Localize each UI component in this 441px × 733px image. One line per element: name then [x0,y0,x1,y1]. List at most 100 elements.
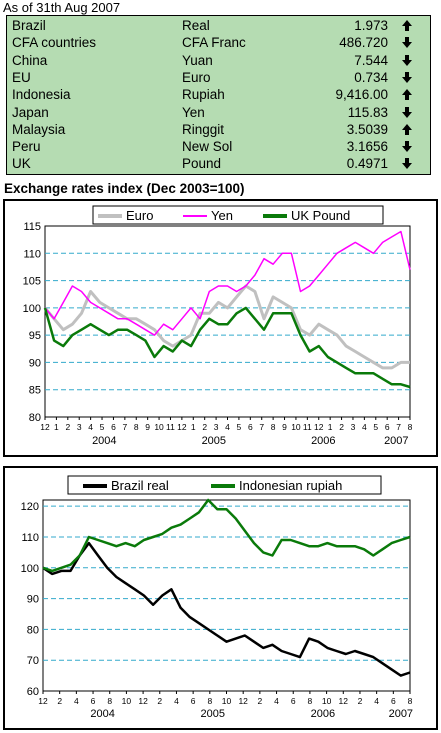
legend-label: Indonesian rupiah [239,478,342,493]
x-tick-label: 7 [259,422,264,432]
x-tick-label: 10 [322,696,332,706]
x-tick-label: 2 [339,422,344,432]
x-tick-label: 3 [77,422,82,432]
x-tick-label: 2 [157,696,162,706]
rate-value: 3.1656 [346,139,388,155]
country-name: Peru [12,139,41,155]
x-tick-label: 2 [65,422,70,432]
x-tick-label: 4 [274,696,279,706]
x-tick-label: 8 [308,696,313,706]
x-tick-label: 12 [238,696,248,706]
x-tick-label: 6 [391,696,396,706]
x-tick-label: 2 [57,696,62,706]
series-line-yen [44,230,411,336]
year-label: 2006 [311,708,335,720]
x-tick-label: 9 [145,422,150,432]
x-tick-label: 4 [225,422,230,432]
y-tick-label: 110 [21,532,39,544]
x-tick-label: 8 [134,422,139,432]
legend-label: Euro [126,208,153,223]
x-tick-label: 1 [328,422,333,432]
x-tick-label: 1 [191,422,196,432]
y-tick-label: 70 [27,655,39,667]
year-label: 2007 [389,708,413,720]
emerging-currency-chart: 60 70 80 90 100 110 120 12 2 4 6 8 10 12 2 4 6 8 10 12 2 4 6 8 1… [3,466,438,730]
legend-label: Brazil real [111,478,169,493]
year-label: 2004 [92,435,116,447]
y-tick-label: 120 [21,501,39,513]
year-label: 2006 [311,435,335,447]
exchange-index-chart: 80 85 90 95 100 105 110 115 12 1 2 3 4 5 6 7 8 9 10 11 12 1 2 3… [3,199,438,457]
currency-name: Real [182,18,210,33]
x-tick-label: 4 [174,696,179,706]
arrow-up-icon [400,86,414,103]
arrow-down-icon [400,104,414,121]
x-tick-label: 3 [214,422,219,432]
y-tick-label: 60 [27,686,39,698]
x-tick-label: 10 [154,422,164,432]
rate-row: UK Pound 0.4971 [7,155,430,172]
y-tick-label: 80 [27,624,39,636]
arrow-down-icon [400,69,414,86]
x-tick-label: 4 [374,696,379,706]
x-tick-label: 4 [74,696,79,706]
rate-row: Indonesia Rupiah 9,416.00 [7,86,430,103]
x-tick-label: 8 [107,696,112,706]
y-tick-label: 110 [23,248,41,260]
series-line-euro [43,284,410,370]
rate-value: 0.4971 [346,156,388,172]
x-tick-label: 10 [222,696,232,706]
country-name: China [12,52,48,68]
x-tick-label: 11 [166,422,175,432]
y-tick-label: 90 [29,357,41,369]
x-tick-label: 8 [408,422,413,432]
series-line-indonesian-rupiah [42,498,411,573]
x-tick-label: 8 [207,696,212,706]
x-tick-label: 7 [122,422,127,432]
y-tick-label: 80 [29,412,41,424]
y-tick-label: 85 [29,385,41,397]
year-label: 2005 [202,435,226,447]
currency-name: Euro [182,69,211,85]
year-label: 2005 [200,708,224,720]
country-name: Malaysia [12,121,66,137]
rate-value: 486.720 [339,35,388,51]
year-label: 2007 [384,435,408,447]
x-tick-label: 10 [291,422,301,432]
currency-name: Yen [182,104,205,120]
arrow-down-icon [400,155,414,172]
legend-box [92,205,384,225]
x-tick-label: 4 [88,422,93,432]
currency-name: Ringgit [182,121,225,137]
plot-area [42,499,411,692]
rate-value: 3.5039 [346,121,388,137]
x-tick-label: 11 [303,422,312,432]
series-line-uk-pound [43,306,411,389]
y-tick-label: 115 [23,221,41,233]
arrow-down-icon [400,138,414,155]
rate-value: 9,416.00 [335,87,388,103]
currency-name: CFA Franc [182,35,246,51]
country-name: Brazil [12,18,46,33]
currency-name: Pound [182,156,222,172]
rate-value: 0.734 [354,69,388,85]
y-tick-label: 95 [29,330,41,342]
arrow-down-icon [400,34,414,51]
country-name: EU [12,69,31,85]
rate-row: CFA countries CFA Franc 486.720 [7,34,430,51]
x-tick-label: 12 [314,422,324,432]
y-tick-label: 90 [27,594,39,606]
currency-name: Rupiah [182,87,225,103]
rate-value: 1.973 [354,18,388,33]
x-tick-label: 1 [54,422,59,432]
country-name: CFA countries [12,35,97,51]
arrow-up-icon [400,121,414,138]
x-tick-label: 5 [237,422,242,432]
x-tick-label: 12 [40,422,50,432]
x-tick-label: 12 [177,422,187,432]
x-tick-label: 2 [202,422,207,432]
as-of-date: As of 31th Aug 2007 [3,0,121,15]
y-tick-label: 100 [23,303,41,315]
